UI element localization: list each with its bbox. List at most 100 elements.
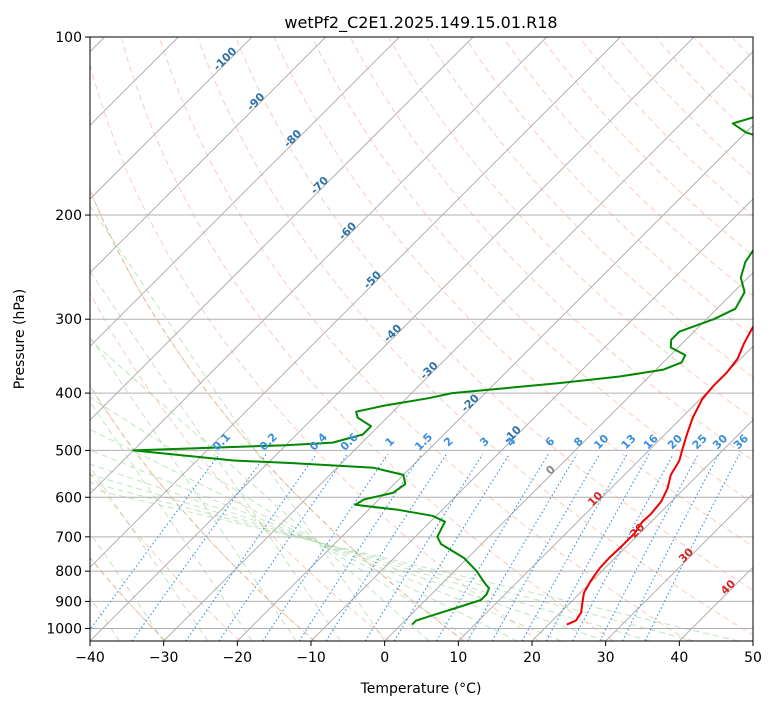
mixing-ratio-line <box>262 453 389 641</box>
y-tick-label: 200 <box>55 208 82 224</box>
mixing-ratio-line <box>218 453 348 641</box>
moist-adiabat-line <box>90 335 297 641</box>
isotherm-line <box>90 37 695 641</box>
isotherm-line <box>310 198 753 641</box>
moist-adiabat-line <box>90 473 651 641</box>
x-axis: −40 −30 −20 −10 0 10 20 30 40 50 <box>75 641 762 666</box>
isotherm-label: -70 <box>308 174 331 197</box>
mixing-ratio-line <box>621 453 720 641</box>
y-tick-label: 600 <box>55 490 82 506</box>
moist-adiabat-line <box>90 481 695 641</box>
mixing-ratio-label: 2 <box>441 435 456 450</box>
y-tick-label: 400 <box>55 386 82 402</box>
moist-adiabat-line <box>90 488 739 641</box>
dry-adiabat-line <box>426 38 753 378</box>
mixing-ratio-line <box>364 453 484 641</box>
dry-adiabat-line <box>90 384 316 641</box>
mixing-ratio-label: 25 <box>690 432 710 452</box>
isotherm-line <box>384 271 753 641</box>
x-tick-label: 50 <box>744 650 762 666</box>
mixing-ratio-line <box>545 453 650 641</box>
mixing-ratio-label: 10 <box>591 432 611 452</box>
dry-adiabat-line <box>350 38 753 462</box>
isotherm-label: -80 <box>281 127 304 150</box>
dry-adiabat-line <box>694 38 753 99</box>
isotherm-line <box>531 419 753 641</box>
moist-adiabat-line <box>90 400 253 641</box>
background-lines <box>90 38 775 642</box>
moist-adiabat-line <box>90 428 518 641</box>
dry-adiabat-line <box>771 39 775 642</box>
dry-adiabat-line <box>465 38 753 337</box>
mixing-ratio-label: 13 <box>619 432 639 452</box>
line-labels: -100-90-80-70-60-50-40-30-20-100.1 0.2 0.4… <box>210 44 751 597</box>
isotherm-line <box>90 37 548 495</box>
dry-adiabat-line <box>90 291 390 641</box>
mixing-ratio-label: 16 <box>641 432 661 452</box>
mixing-ratio-line <box>298 453 423 641</box>
y-tick-label: 500 <box>55 443 82 459</box>
isotherm-line <box>236 124 753 641</box>
dry-adiabat-line <box>121 38 614 641</box>
x-tick-label: −30 <box>149 650 179 666</box>
dry-adiabat-line <box>503 38 753 297</box>
warm-isotherm-label: 40 <box>718 577 738 597</box>
dry-adiabat-line <box>197 38 753 636</box>
dry-adiabat-line <box>618 38 753 178</box>
y-tick-label: 700 <box>55 530 82 546</box>
pressure-gridlines <box>90 37 753 629</box>
mixing-ratio-label: 8 <box>571 435 586 450</box>
isotherm-label: -100 <box>211 44 240 73</box>
mixing-ratio-label: 1 <box>383 435 398 450</box>
mixing-ratio-line <box>599 453 699 641</box>
moist-adiabat-line <box>90 466 209 641</box>
y-tick-label: 900 <box>55 594 82 610</box>
isotherm-line <box>90 37 253 200</box>
isotherm-line <box>752 640 753 641</box>
warm-isotherm-label: 30 <box>676 545 696 565</box>
isotherm-line <box>678 566 753 641</box>
y-tick-label: 300 <box>55 312 82 328</box>
x-tick-label: 20 <box>523 650 541 666</box>
mixing-ratio-line <box>185 453 317 641</box>
x-tick-label: 40 <box>670 650 688 666</box>
isotherm-line <box>90 37 400 348</box>
isotherm-label: -90 <box>244 90 267 113</box>
x-tick-label: −40 <box>75 650 105 666</box>
y-axis-label: Pressure (hPa) <box>12 289 28 389</box>
moist-adiabat-line <box>90 463 606 641</box>
moist-adiabat-line <box>90 339 430 641</box>
y-tick-label: 800 <box>55 564 82 580</box>
mixing-ratio-line <box>491 453 601 641</box>
mixing-ratio-label: 6 <box>543 434 558 449</box>
x-axis-label: Temperature (°C) <box>360 681 482 697</box>
warm-isotherm-label: 10 <box>585 489 605 509</box>
dry-adiabat-line <box>90 472 241 641</box>
x-tick-label: 30 <box>597 650 615 666</box>
x-tick-label: −10 <box>296 650 326 666</box>
mixing-ratio-line <box>644 453 740 641</box>
moist-adiabat-line <box>90 531 165 641</box>
y-tick-label: 100 <box>55 30 82 46</box>
x-tick-label: 10 <box>449 650 467 666</box>
isotherm-label: -20 <box>459 391 482 414</box>
dry-adiabat-line <box>579 38 753 217</box>
mixing-ratio-line <box>521 453 628 641</box>
isotherm-label: -50 <box>361 268 384 291</box>
mixing-ratio-line <box>393 453 510 641</box>
isotherm-line <box>90 37 474 421</box>
dry-adiabat-line <box>388 38 753 420</box>
moist-adiabat-line <box>90 205 386 641</box>
moist-adiabat-line <box>90 270 341 641</box>
y-axis: 100 200 300 400 500 600 700 800 900 1000 <box>46 30 90 637</box>
chart-title: wetPf2_C2E1.2025.149.15.01.R18 <box>284 13 557 33</box>
mixing-ratio-label: 36 <box>731 432 751 452</box>
isotherm-line <box>605 492 753 641</box>
isotherm-line <box>163 50 753 641</box>
x-tick-label: −20 <box>223 650 253 666</box>
isotherm-line <box>90 37 621 569</box>
dry-adiabat-line <box>656 38 753 138</box>
isotherm-line <box>457 345 753 641</box>
mixing-ratio-line <box>325 453 447 641</box>
plot-frame <box>89 36 754 642</box>
